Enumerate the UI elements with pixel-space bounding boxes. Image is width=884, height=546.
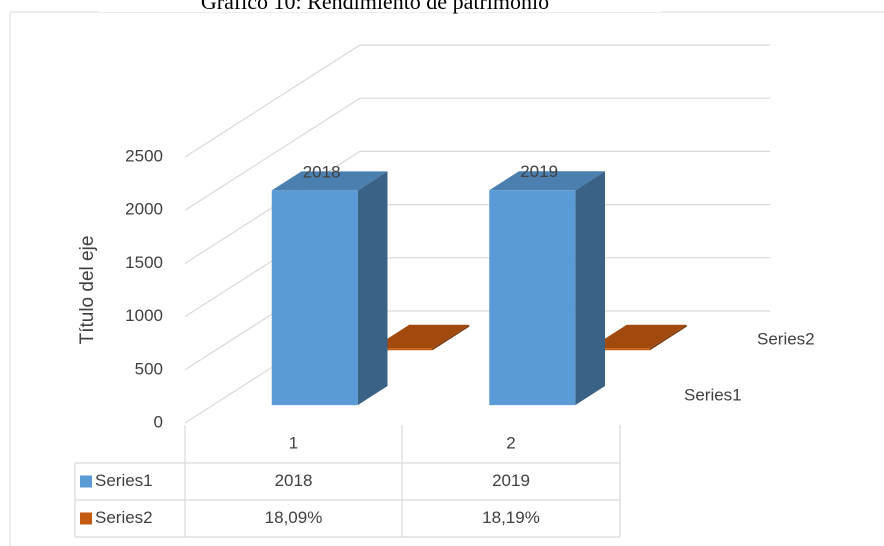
data-label: 2018 [303, 162, 341, 181]
legend-label: Series1 [95, 471, 153, 490]
y-tick-label: 2000 [125, 200, 163, 219]
title-backdrop [100, 0, 660, 12]
y-tick-label: 1500 [125, 253, 163, 272]
legend-swatch [80, 475, 92, 488]
bar-top [372, 324, 470, 349]
table-cell: 18,19% [482, 508, 540, 527]
data-label: 2019 [520, 162, 558, 181]
legend-label: Series2 [95, 508, 153, 527]
grid-line [184, 97, 770, 211]
bar-side [432, 324, 470, 351]
bar [489, 171, 605, 406]
x-tick-label: 1 [289, 433, 298, 452]
depth-axis-label: Series1 [684, 385, 742, 404]
bar-top [271, 171, 388, 191]
grid-line [184, 150, 770, 264]
legend-swatch [80, 512, 92, 525]
bar-side [650, 324, 687, 351]
y-tick-label: 2500 [125, 146, 163, 165]
x-tick-label: 2 [506, 433, 515, 452]
bar-side [575, 171, 605, 406]
table-cell: 2019 [492, 471, 530, 490]
depth-axis-label: Series2 [757, 329, 815, 348]
bar-top [590, 324, 687, 349]
y-tick-label: 0 [154, 412, 163, 431]
bar [271, 171, 388, 406]
table-cell: 2018 [275, 471, 313, 490]
table-cell: 18,09% [265, 508, 323, 527]
y-axis-title: Título del eje [77, 236, 98, 345]
chart-title: Gráfico 10: Rendimiento de patrimonio [201, 0, 549, 14]
bar-front [489, 190, 576, 406]
bar-side [357, 171, 388, 406]
bar-front [271, 190, 358, 406]
y-tick-label: 1000 [125, 306, 163, 325]
grid-line [184, 44, 770, 158]
chart-frame [9, 11, 884, 546]
bar-top [489, 171, 605, 191]
y-tick-label: 500 [135, 359, 163, 378]
